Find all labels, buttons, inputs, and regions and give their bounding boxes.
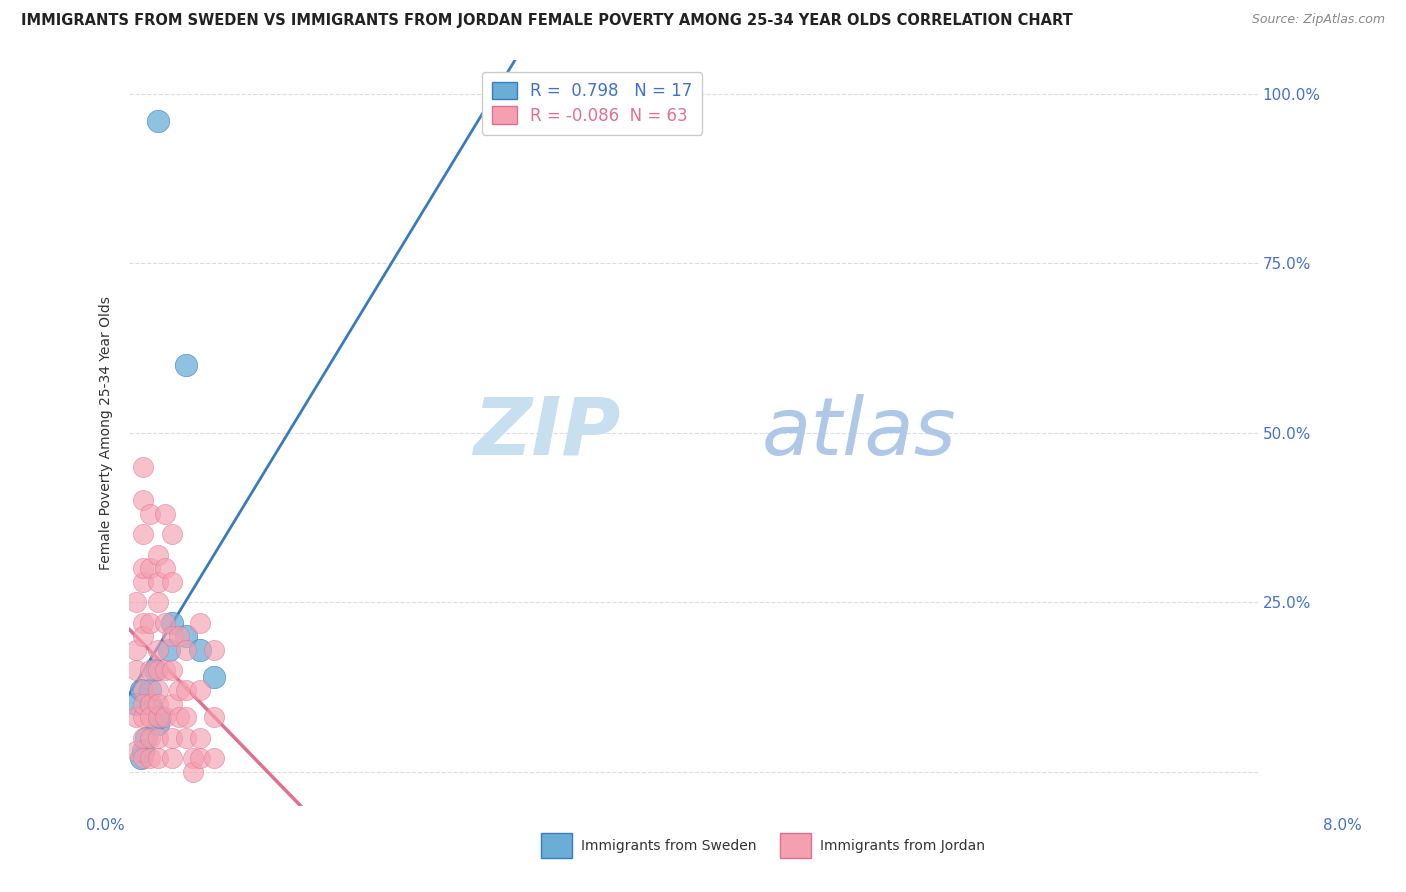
Point: [160, 629, 183, 643]
Point: [167, 629, 190, 643]
Point: [153, 615, 176, 630]
Point: [146, 697, 169, 711]
Point: [139, 663, 162, 677]
Point: [129, 683, 152, 698]
Point: [132, 574, 155, 589]
Point: [146, 663, 169, 677]
Point: [174, 629, 197, 643]
Point: [139, 697, 162, 711]
Point: [160, 731, 183, 745]
Point: [174, 731, 197, 745]
Point: [125, 697, 148, 711]
Point: [146, 710, 169, 724]
Point: [132, 731, 155, 745]
Point: [125, 642, 148, 657]
Point: [160, 615, 183, 630]
Point: [146, 751, 169, 765]
Point: [132, 751, 155, 765]
Text: IMMIGRANTS FROM SWEDEN VS IMMIGRANTS FROM JORDAN FEMALE POVERTY AMONG 25-34 YEAR: IMMIGRANTS FROM SWEDEN VS IMMIGRANTS FRO…: [21, 13, 1073, 29]
Point: [139, 615, 162, 630]
Point: [153, 561, 176, 575]
Point: [174, 642, 197, 657]
Point: [146, 595, 169, 609]
Point: [139, 561, 162, 575]
Point: [153, 710, 176, 724]
Point: [202, 710, 225, 724]
Text: Immigrants from Sweden: Immigrants from Sweden: [581, 838, 756, 853]
Point: [160, 663, 183, 677]
Point: [129, 751, 152, 765]
Text: Source: ZipAtlas.com: Source: ZipAtlas.com: [1251, 13, 1385, 27]
Point: [153, 663, 176, 677]
Legend: R =  0.798   N = 17, R = -0.086  N = 63: R = 0.798 N = 17, R = -0.086 N = 63: [482, 71, 703, 135]
Point: [146, 574, 169, 589]
Point: [125, 595, 148, 609]
Point: [146, 717, 169, 731]
Point: [132, 744, 155, 758]
Point: [160, 697, 183, 711]
Point: [149, 710, 172, 724]
Point: [188, 731, 211, 745]
Point: [132, 527, 155, 541]
Point: [146, 731, 169, 745]
Point: [132, 615, 155, 630]
Point: [188, 683, 211, 698]
Point: [188, 615, 211, 630]
Point: [146, 683, 169, 698]
Point: [139, 683, 162, 698]
Point: [143, 663, 166, 677]
Point: [139, 697, 162, 711]
Point: [167, 683, 190, 698]
Point: [146, 113, 169, 128]
Point: [160, 751, 183, 765]
Point: [160, 527, 183, 541]
Point: [132, 710, 155, 724]
Text: atlas: atlas: [761, 393, 956, 472]
Y-axis label: Female Poverty Among 25-34 Year Olds: Female Poverty Among 25-34 Year Olds: [100, 295, 114, 570]
Point: [153, 507, 176, 521]
Point: [132, 629, 155, 643]
Text: 8.0%: 8.0%: [1323, 818, 1362, 832]
Point: [132, 561, 155, 575]
Point: [157, 642, 180, 657]
Point: [202, 642, 225, 657]
Point: [139, 507, 162, 521]
Point: [135, 731, 157, 745]
Point: [125, 744, 148, 758]
Point: [160, 574, 183, 589]
Point: [125, 663, 148, 677]
Point: [167, 710, 190, 724]
Point: [146, 642, 169, 657]
Point: [132, 683, 155, 698]
Point: [132, 697, 155, 711]
Point: [202, 670, 225, 684]
Point: [132, 493, 155, 508]
Point: [174, 710, 197, 724]
Text: 0.0%: 0.0%: [86, 818, 125, 832]
Point: [139, 731, 162, 745]
Point: [174, 358, 197, 372]
Point: [139, 710, 162, 724]
Point: [181, 764, 204, 779]
Point: [146, 548, 169, 562]
Point: [132, 459, 155, 474]
Point: [174, 683, 197, 698]
Point: [202, 751, 225, 765]
Point: [125, 710, 148, 724]
Text: ZIP: ZIP: [472, 393, 620, 472]
Text: Immigrants from Jordan: Immigrants from Jordan: [820, 838, 984, 853]
Point: [188, 642, 211, 657]
Point: [139, 751, 162, 765]
Point: [181, 751, 204, 765]
Point: [188, 751, 211, 765]
